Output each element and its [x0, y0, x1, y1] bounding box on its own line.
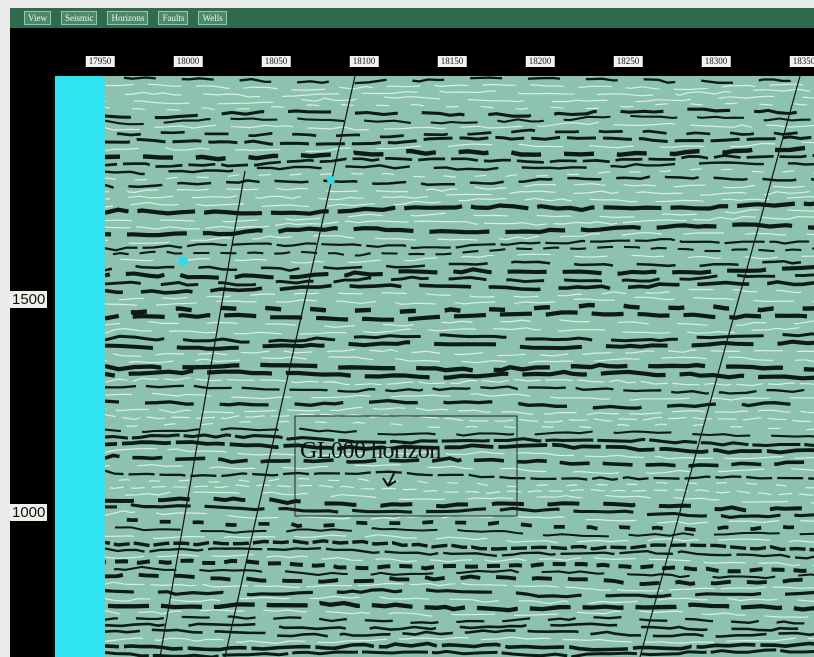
menu-item[interactable]: Faults	[158, 11, 188, 25]
page: {"menu": {"items": ["View", "Seismic", "…	[0, 0, 814, 657]
y-tick-label: 1000	[10, 504, 47, 521]
x-tick-label: 17950	[86, 56, 115, 67]
menu-item[interactable]: View	[24, 11, 51, 25]
y-axis: 1500 1000	[10, 76, 55, 657]
well-marker	[178, 256, 188, 266]
x-axis: 17950 18000 18050 18100 18150 18200 18250 18300…	[10, 28, 814, 76]
menu-item[interactable]: Wells	[198, 11, 226, 25]
x-tick-label: 18250	[614, 56, 643, 67]
menu-bar: View Seismic Horizons Faults Wells	[10, 8, 814, 28]
x-tick-label: 18200	[526, 56, 555, 67]
x-tick-label: 18150	[438, 56, 467, 67]
x-tick-label: 18050	[262, 56, 291, 67]
x-tick-label: 18350	[790, 56, 814, 67]
x-tick-label: 18000	[174, 56, 203, 67]
x-tick-label: 18100	[350, 56, 379, 67]
y-tick-label: 1500	[10, 291, 47, 308]
seismic-window: View Seismic Horizons Faults Wells 17950 1800…	[10, 8, 814, 657]
x-tick-label: 18300	[702, 56, 731, 67]
annotation-label: GL000 horizon	[300, 438, 441, 465]
seismic-section	[105, 76, 814, 657]
menu-item[interactable]: Seismic	[61, 11, 98, 25]
menu-item[interactable]: Horizons	[107, 11, 148, 25]
well-marker	[327, 176, 335, 184]
cyan-strip	[55, 76, 105, 657]
